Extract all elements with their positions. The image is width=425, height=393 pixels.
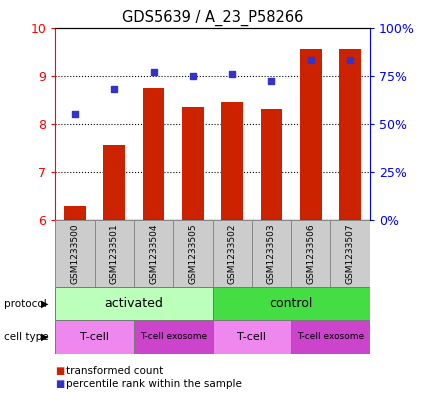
Point [71, 111, 78, 117]
Bar [103, 145, 125, 220]
Text: GSM1233502: GSM1233502 [228, 223, 237, 284]
Point [150, 69, 157, 75]
Bar [221, 102, 243, 220]
Text: T-cell exosome: T-cell exosome [297, 332, 364, 342]
Bar [134, 220, 173, 287]
Bar [173, 220, 212, 287]
Text: GSM1233505: GSM1233505 [188, 223, 197, 284]
Bar [182, 107, 204, 220]
Text: percentile rank within the sample: percentile rank within the sample [66, 379, 242, 389]
Bar [55, 287, 212, 320]
Text: GSM1233504: GSM1233504 [149, 223, 158, 284]
Bar [300, 49, 322, 220]
Text: cell type: cell type [4, 332, 49, 342]
Text: ■: ■ [55, 379, 65, 389]
Bar [64, 206, 86, 220]
Text: GSM1233506: GSM1233506 [306, 223, 315, 284]
Point [190, 72, 196, 79]
Text: transformed count: transformed count [66, 366, 163, 376]
Bar [134, 320, 212, 354]
Point [111, 86, 118, 92]
Text: T-cell exosome: T-cell exosome [140, 332, 207, 342]
Point [268, 78, 275, 84]
Bar [94, 220, 134, 287]
Text: ▶: ▶ [41, 299, 48, 309]
Point [229, 71, 235, 77]
Text: GSM1233507: GSM1233507 [346, 223, 354, 284]
Text: activated: activated [105, 297, 163, 310]
Bar [261, 109, 282, 220]
Bar [291, 320, 370, 354]
Bar [339, 49, 361, 220]
Text: ▶: ▶ [41, 332, 48, 342]
Text: T-cell: T-cell [80, 332, 109, 342]
Bar [55, 220, 94, 287]
Text: GSM1233503: GSM1233503 [267, 223, 276, 284]
Bar [212, 220, 252, 287]
Bar [331, 220, 370, 287]
Text: ■: ■ [55, 366, 65, 376]
Text: T-cell: T-cell [237, 332, 266, 342]
Point [307, 57, 314, 63]
Text: GSM1233500: GSM1233500 [71, 223, 79, 284]
Bar [143, 88, 164, 220]
Text: GDS5639 / A_23_P58266: GDS5639 / A_23_P58266 [122, 10, 303, 26]
Bar [212, 320, 291, 354]
Text: GSM1233501: GSM1233501 [110, 223, 119, 284]
Point [347, 57, 354, 63]
Bar [291, 220, 331, 287]
Bar [252, 220, 291, 287]
Text: control: control [269, 297, 313, 310]
Text: protocol: protocol [4, 299, 47, 309]
Bar [212, 287, 370, 320]
Bar [55, 320, 134, 354]
